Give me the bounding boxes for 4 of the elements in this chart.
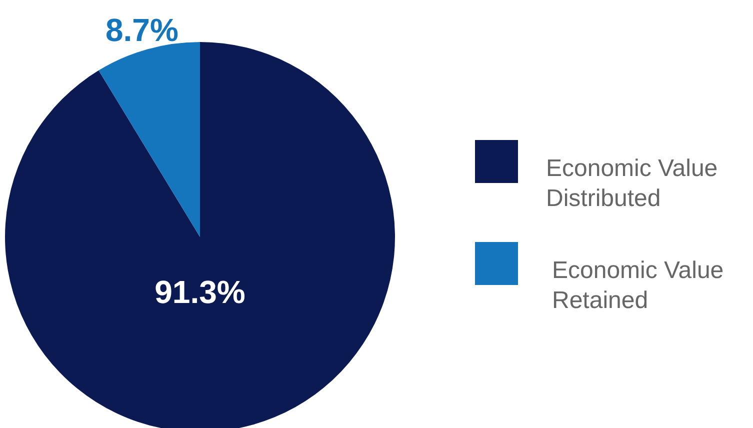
- legend-label: Economic Value Retained: [552, 256, 725, 316]
- legend-label: Economic Value Distributed: [546, 154, 719, 214]
- data-label: 91.3%: [154, 274, 246, 310]
- data-label: 8.7%: [105, 12, 178, 48]
